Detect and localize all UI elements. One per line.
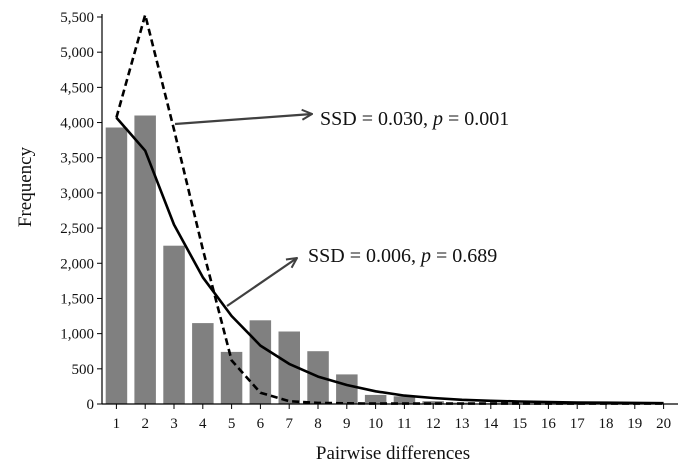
y-tick-label: 2,000 <box>60 256 94 272</box>
axes: 0 500 1,000 1,500 2,000 2,500 3,000 3,500 4,000 4… <box>60 10 678 432</box>
y-tick-label: 0 <box>87 397 95 413</box>
bar-2 <box>134 115 156 404</box>
bar-4 <box>192 323 214 404</box>
bar-3 <box>163 245 185 404</box>
bars <box>105 115 675 404</box>
bar-5 <box>220 351 243 404</box>
x-tick-label: 13 <box>455 416 470 432</box>
x-axis-title: Pairwise differences <box>316 443 470 464</box>
y-tick-label: 5,000 <box>60 45 94 61</box>
x-tick-label: 8 <box>314 416 322 432</box>
y-tick-label: 500 <box>72 362 95 378</box>
x-tick-label: 15 <box>512 416 527 432</box>
bar-1 <box>105 127 128 404</box>
x-tick-label: 11 <box>397 416 411 432</box>
bar-9 <box>336 374 358 404</box>
x-tick-label: 5 <box>228 416 236 432</box>
x-tick-label: 20 <box>656 416 671 432</box>
y-tick-label: 4,500 <box>60 80 94 96</box>
annotations: SSD = 0.030, p = 0.001 SSD = 0.006, p = 0… <box>174 108 509 307</box>
x-tick-label: 19 <box>627 416 642 432</box>
annotation-text-2: SSD = 0.006, p = 0.689 <box>308 245 497 267</box>
x-tick-label: 12 <box>426 416 441 432</box>
y-tick-label: 1,000 <box>60 327 94 343</box>
x-tick-label: 7 <box>285 416 293 432</box>
y-tick-label: 4,000 <box>60 116 94 132</box>
x-tick-label: 2 <box>141 416 149 432</box>
x-tick-label: 1 <box>113 416 121 432</box>
x-tick-label: 3 <box>170 416 178 432</box>
x-tick-label: 6 <box>257 416 265 432</box>
bar-10 <box>364 394 387 404</box>
x-tick-label: 14 <box>483 416 499 432</box>
y-tick-label: 1,500 <box>60 291 94 307</box>
y-tick-label: 5,500 <box>60 10 94 26</box>
x-tick-label: 16 <box>541 416 557 432</box>
annotation-text-1: SSD = 0.030, p = 0.001 <box>320 108 509 130</box>
bar-11 <box>393 396 416 404</box>
x-tick-label: 4 <box>199 416 207 432</box>
x-tick-label: 10 <box>368 416 383 432</box>
bar-7 <box>278 331 300 404</box>
x-tick-label: 17 <box>570 416 586 432</box>
annotation-arrow-2 <box>226 258 297 307</box>
y-tick-label: 3,000 <box>60 186 94 202</box>
expected-curve-solid <box>115 116 664 405</box>
y-axis-title: Frequency <box>15 146 36 227</box>
x-tick-label: 18 <box>599 416 614 432</box>
y-tick-label: 2,500 <box>60 221 94 237</box>
x-tick-label: 9 <box>343 416 351 432</box>
bar-12 <box>422 401 444 404</box>
y-tick-label: 3,500 <box>60 151 94 167</box>
annotation-arrow-1 <box>174 114 312 126</box>
bar-6 <box>249 320 272 404</box>
